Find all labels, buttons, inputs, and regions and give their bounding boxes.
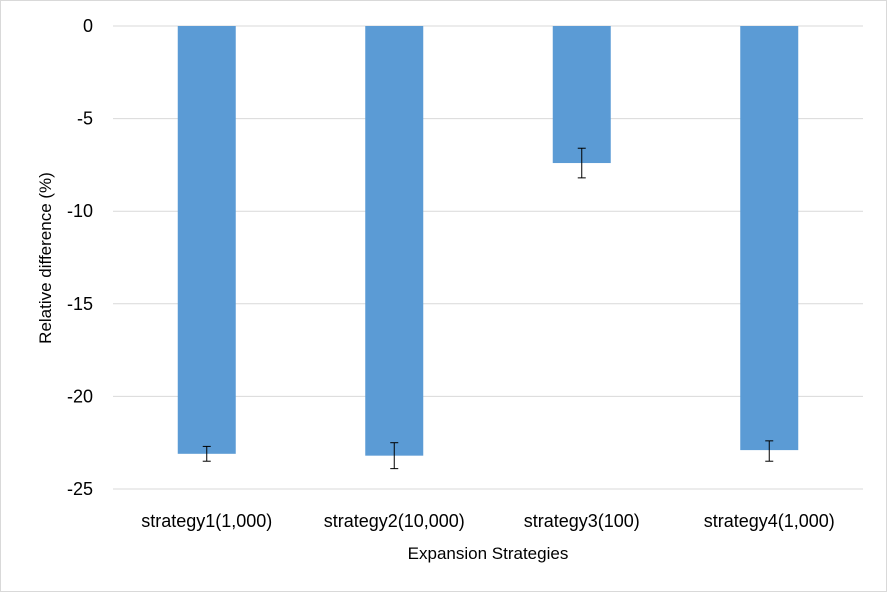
bar — [740, 26, 799, 451]
y-axis-title: Relative difference (%) — [36, 172, 55, 344]
y-tick-label: -20 — [67, 386, 93, 406]
x-tick-label: strategy3(100) — [524, 511, 640, 531]
bar — [365, 26, 424, 456]
x-axis-ticks: strategy1(1,000) strategy2(10,000) strateg… — [141, 511, 835, 531]
grid-lines — [113, 25, 863, 490]
bar — [177, 26, 236, 454]
x-axis-title: Expansion Strategies — [408, 544, 569, 563]
error-bars — [202, 147, 774, 470]
y-tick-label: -10 — [67, 201, 93, 221]
y-tick-label: -5 — [77, 109, 93, 129]
bars — [177, 26, 799, 456]
x-tick-label: strategy4(1,000) — [704, 511, 835, 531]
y-tick-label: -25 — [67, 479, 93, 499]
y-tick-label: 0 — [83, 16, 93, 36]
x-tick-label: strategy1(1,000) — [141, 511, 272, 531]
y-axis-ticks: 0 -5 -10 -15 -20 -25 — [67, 16, 93, 499]
x-tick-label: strategy2(10,000) — [324, 511, 465, 531]
bar — [552, 26, 611, 164]
y-tick-label: -15 — [67, 294, 93, 314]
